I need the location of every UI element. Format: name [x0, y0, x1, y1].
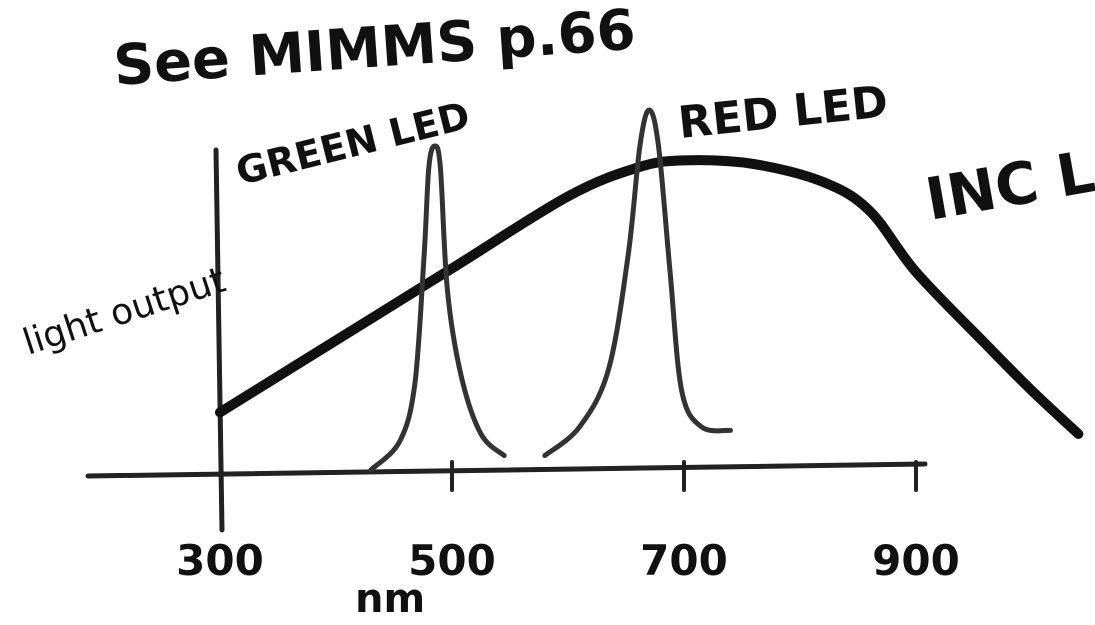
tick-layer: 300 500 700 900 — [176, 460, 960, 585]
x-axis-label: nm — [355, 576, 425, 622]
y-axis — [213, 147, 225, 533]
series-label-green-led: GREEN LED — [232, 93, 475, 194]
series-label-inc-lamp: INC LAMP — [921, 112, 1095, 234]
series-label-red-led: RED LED — [676, 76, 891, 149]
chart-title: See MIMMS p.66 — [111, 0, 637, 99]
series-line-inc-lamp — [215, 155, 1084, 439]
x-tick-label-900: 900 — [872, 536, 960, 585]
series-line-red-led — [542, 107, 733, 459]
series-line-green-led — [368, 143, 507, 473]
x-tick-label-700: 700 — [640, 536, 728, 585]
y-axis-label: light output — [18, 260, 230, 364]
x-tick-label-500: 500 — [408, 536, 496, 585]
x-axis — [85, 461, 928, 479]
x-tick-label-300: 300 — [176, 536, 264, 585]
series-layer — [215, 107, 1084, 473]
